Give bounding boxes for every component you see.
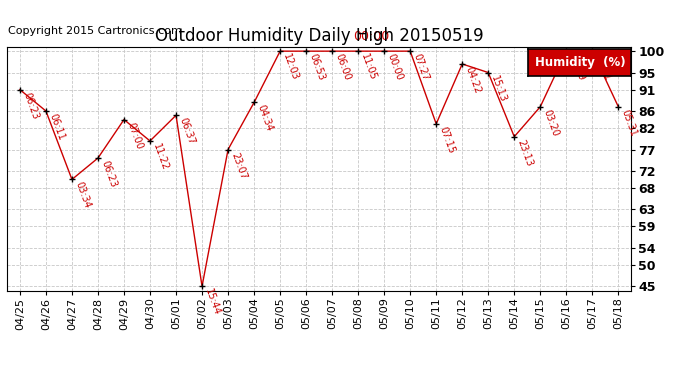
Text: 06:23: 06:23: [99, 159, 118, 189]
Text: 15:44: 15:44: [204, 288, 222, 317]
Text: 06:11: 06:11: [47, 112, 66, 142]
Text: 00:00: 00:00: [386, 53, 404, 82]
Text: 07:00: 07:00: [126, 121, 144, 150]
Title: Outdoor Humidity Daily High 20150519: Outdoor Humidity Daily High 20150519: [155, 27, 484, 45]
Text: 00:00: 00:00: [353, 30, 389, 44]
Text: 04:34: 04:34: [255, 104, 274, 133]
Text: 05:31: 05:31: [593, 53, 613, 82]
Text: 06:53: 06:53: [308, 53, 326, 82]
Text: 07:15: 07:15: [437, 125, 457, 155]
Text: 03:20: 03:20: [542, 108, 560, 138]
Text: 15:13: 15:13: [489, 74, 509, 104]
Text: 03:29: 03:29: [568, 53, 586, 82]
Text: 06:37: 06:37: [177, 117, 196, 146]
Text: 06:23: 06:23: [21, 91, 40, 120]
Text: 04:22: 04:22: [464, 65, 482, 95]
Text: 23:13: 23:13: [515, 138, 535, 168]
Text: 03:34: 03:34: [73, 181, 92, 210]
Text: Copyright 2015 Cartronics.com: Copyright 2015 Cartronics.com: [8, 26, 182, 36]
Text: 12:03: 12:03: [282, 53, 300, 82]
Text: 05:31: 05:31: [620, 108, 638, 138]
Text: 23:07: 23:07: [229, 151, 248, 180]
Text: 11:22: 11:22: [151, 142, 170, 172]
Text: 11:05: 11:05: [359, 53, 378, 82]
Text: 07:27: 07:27: [411, 53, 431, 82]
Text: 06:00: 06:00: [333, 53, 353, 82]
